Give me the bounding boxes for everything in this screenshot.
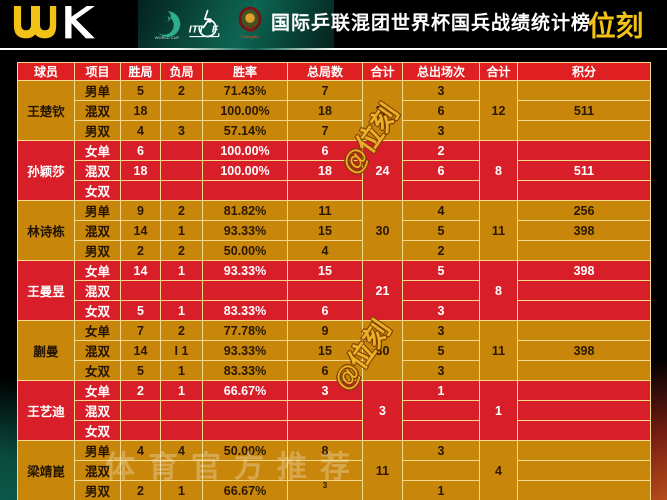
svg-text:F: F — [212, 23, 219, 35]
svg-text:Chengdu: Chengdu — [241, 34, 259, 39]
svg-text:ITT: ITT — [189, 23, 206, 35]
svg-text:位刻: 位刻 — [588, 10, 643, 41]
svg-text:WORLD CUP: WORLD CUP — [155, 35, 180, 40]
